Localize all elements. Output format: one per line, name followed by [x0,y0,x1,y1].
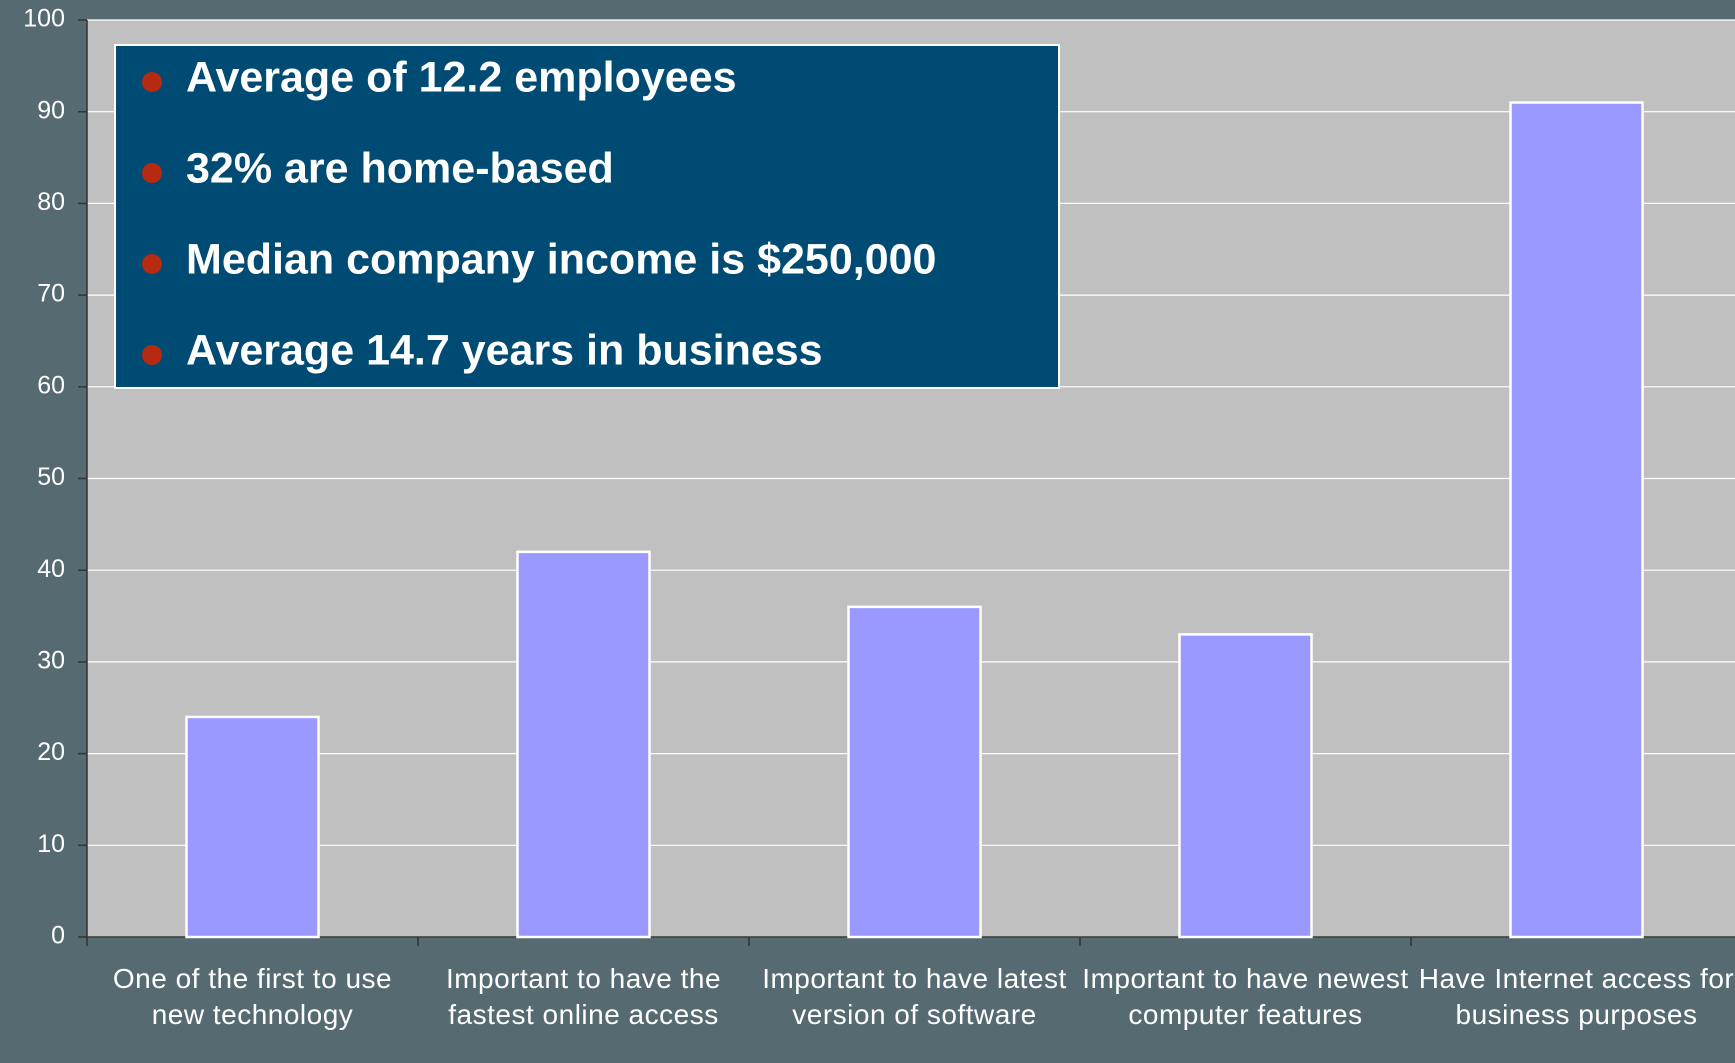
bar [1509,101,1644,939]
x-tick-label: Important to have latest version of soft… [762,963,1067,1030]
y-tick-label: 100 [23,5,65,33]
y-tick-label: 10 [37,830,65,858]
x-tick-label: Important to have newest computer featur… [1082,963,1409,1030]
y-tick-label: 50 [37,463,65,491]
annotation-text: Median company income is $250,000 [186,235,936,283]
y-tick-label: 40 [37,555,65,583]
bar [847,605,982,939]
y-tick-label: 90 [37,96,65,124]
y-tick-label: 30 [37,647,65,675]
y-tick-label: 60 [37,371,65,399]
bar [516,550,651,939]
y-tick-label: 0 [51,922,65,950]
x-tick-label: Have Internet access for business purpos… [1418,963,1735,1030]
annotation-text: Average 14.7 years in business [186,326,823,374]
annotation-text: 32% are home-based [186,144,614,192]
bullet [142,163,162,183]
bar [1178,633,1313,939]
x-tick-label: One of the first to use new technology [112,963,393,1030]
bullet [142,345,162,365]
bullet [142,254,162,274]
y-tick-label: 20 [37,738,65,766]
y-tick-label: 80 [37,188,65,216]
annotation-text: Average of 12.2 employees [186,53,737,101]
bar [185,715,320,939]
y-tick-label: 70 [37,280,65,308]
x-tick-label: Important to have the fastest online acc… [445,963,722,1030]
annotation-box [114,44,1060,389]
bullet [142,72,162,92]
